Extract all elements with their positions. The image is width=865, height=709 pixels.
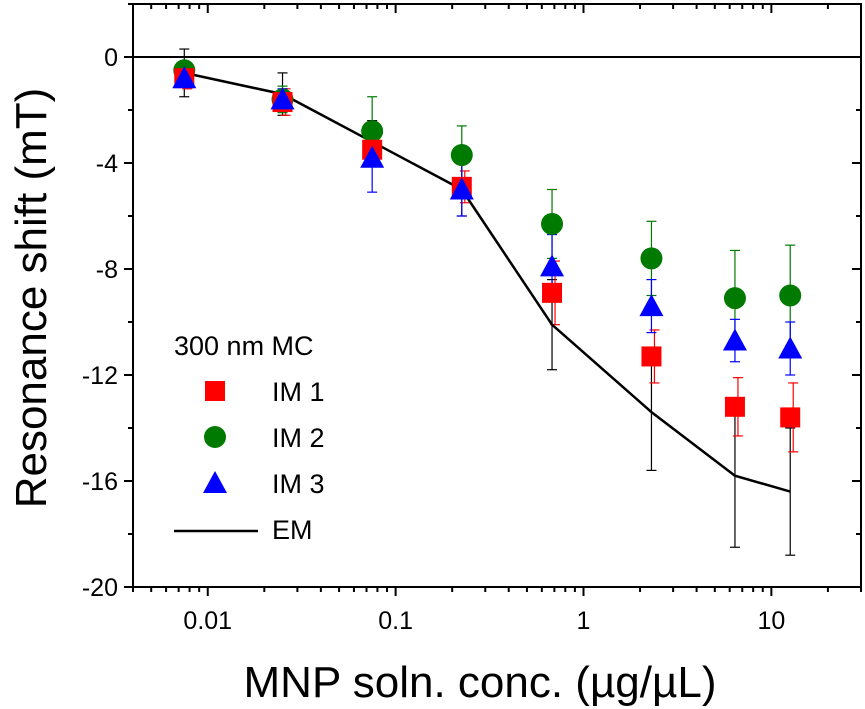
y-tick-label: -4 bbox=[96, 150, 118, 178]
data-point bbox=[722, 328, 747, 351]
legend-marker-im2 bbox=[204, 426, 226, 448]
data-point bbox=[639, 294, 664, 317]
legend-label-im1: IM 1 bbox=[272, 377, 325, 407]
legend-title: 300 nm MC bbox=[174, 331, 314, 361]
data-point bbox=[360, 145, 385, 168]
x-tick-label: 0.01 bbox=[183, 607, 232, 635]
series-layer bbox=[172, 48, 803, 556]
axis-ticks bbox=[124, 3, 862, 596]
data-point bbox=[778, 336, 803, 359]
x-axis-title: MNP soln. conc. (µg/µL) bbox=[244, 658, 717, 707]
data-point bbox=[449, 177, 474, 200]
data-point bbox=[542, 282, 563, 303]
series-im3-markers bbox=[172, 66, 803, 359]
plot-frame bbox=[132, 3, 862, 588]
y-tick-label: 0 bbox=[104, 44, 118, 72]
series-im3-errorbars bbox=[179, 69, 796, 376]
y-tick-label: -8 bbox=[96, 256, 118, 284]
y-tick-label: -12 bbox=[82, 362, 118, 390]
data-point bbox=[724, 396, 745, 417]
x-tick-label: 1 bbox=[577, 607, 591, 635]
data-point bbox=[640, 247, 663, 270]
data-point bbox=[172, 66, 197, 89]
data-point bbox=[723, 287, 746, 310]
legend-label-im2: IM 2 bbox=[272, 423, 325, 453]
legend-label-im3: IM 3 bbox=[272, 469, 325, 499]
series-im2-markers bbox=[173, 59, 802, 310]
legend-marker-im3 bbox=[203, 471, 227, 493]
tick-labels: 0 -4 -8 -12 -16 -20 0.01 0.1 1 10 bbox=[82, 44, 785, 635]
data-point bbox=[780, 407, 801, 428]
data-point bbox=[541, 212, 564, 235]
series-im1-markers bbox=[174, 68, 801, 428]
x-tick-label: 10 bbox=[757, 607, 785, 635]
plot-border bbox=[132, 3, 862, 588]
data-point bbox=[361, 120, 384, 143]
x-tick-label: 0.1 bbox=[378, 607, 413, 635]
legend-label-em: EM bbox=[272, 515, 313, 545]
legend-marker-im1 bbox=[205, 381, 225, 401]
series-em-line bbox=[184, 71, 791, 493]
y-tick-label: -16 bbox=[82, 468, 118, 496]
y-tick-label: -20 bbox=[82, 574, 118, 602]
data-point bbox=[450, 144, 473, 167]
data-point bbox=[270, 87, 295, 110]
legend: 300 nm MC IM 1 IM 2 IM 3 EM bbox=[174, 331, 325, 545]
data-point bbox=[779, 284, 802, 307]
series-im2-errorbars bbox=[179, 61, 796, 347]
data-point bbox=[540, 254, 565, 277]
data-point bbox=[641, 346, 662, 367]
y-axis-title: Resonance shift (mT) bbox=[7, 88, 56, 509]
